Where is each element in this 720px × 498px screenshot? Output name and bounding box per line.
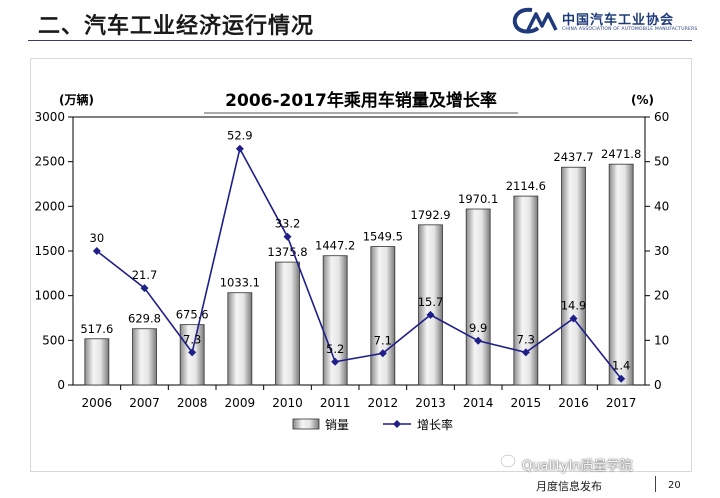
logo-text-en: CHINA ASSOCIATION OF AUTOMOBILE MANUFACT… — [562, 27, 698, 32]
x-axis-tick-label: 2009 — [225, 396, 256, 410]
growth-rate-line — [96, 146, 622, 380]
growth-rate-value-label: 33.2 — [275, 217, 301, 231]
chart: 2006-2017年乘用车销量及增长率 (万辆) (%) 05001000150… — [34, 90, 669, 432]
growth-rate-point — [92, 247, 101, 255]
caam-logo-mark-icon — [512, 7, 558, 34]
left-axis-tick-label: 2500 — [34, 155, 65, 169]
right-axis-tick-label: 0 — [654, 378, 662, 392]
sales-bar — [561, 166, 586, 386]
footer-divider — [655, 476, 656, 492]
legend-sales-label: 销量 — [325, 418, 349, 432]
growth-rate-value-label: 7.1 — [374, 333, 392, 347]
line-series: 30 21.7 7.3 52.9 33.2 5.2 7.1 15.7 9.9 7.3 14.9 1.4 — [90, 129, 630, 383]
chart-title: 2006-2017年乘用车销量及增长率 — [225, 90, 497, 111]
sales-bar-value-label: 1792.9 — [410, 208, 450, 222]
sales-bar-value-label: 1447.2 — [315, 239, 355, 253]
header-divider — [28, 40, 692, 41]
x-axis-tick-label: 2017 — [606, 396, 637, 410]
sales-bar — [370, 246, 396, 386]
sales-bar-value-label: 1033.1 — [220, 276, 260, 290]
legend-sales-swatch — [292, 418, 320, 430]
chart-legend: 销量 增长率 — [292, 417, 453, 432]
page-number: 20 — [668, 480, 681, 491]
right-axis-tick-label: 60 — [654, 110, 669, 124]
chart-axes: 0 500 1000 1500 2000 2500 3000 0 10 20 30 40 50 60 200… — [34, 110, 669, 410]
x-axis-tick-label: 2007 — [129, 396, 160, 410]
sales-bar — [418, 224, 443, 386]
caam-logo: 中国汽车工业协会 CHINA ASSOCIATION OF AUTOMOBILE… — [510, 6, 700, 38]
growth-rate-point — [331, 357, 340, 366]
growth-rate-point — [617, 374, 626, 383]
sales-bar — [465, 208, 491, 386]
growth-rate-value-label: 1.4 — [612, 359, 630, 373]
right-axis-unit-label: (%) — [631, 93, 654, 107]
growth-rate-value-label: 30 — [90, 231, 105, 245]
legend-growth-marker — [393, 420, 401, 428]
sales-bar-value-label: 2437.7 — [553, 150, 593, 164]
watermark-text: QualityIn质量学院 — [522, 459, 633, 474]
x-axis-tick-label: 2014 — [463, 396, 494, 410]
x-axis-tick-label: 2010 — [272, 396, 303, 410]
growth-rate-point — [474, 336, 483, 345]
chart-frame: 2006-2017年乘用车销量及增长率 (万辆) (%) 0 500 1000 150… — [30, 58, 692, 472]
left-axis-unit-label: (万辆) — [59, 92, 94, 107]
sales-bar — [84, 338, 110, 386]
sales-bar — [132, 328, 157, 386]
right-axis-tick-label: 50 — [654, 155, 669, 169]
growth-rate-value-label: 21.7 — [132, 268, 158, 282]
x-axis-tick-label: 2006 — [82, 396, 113, 410]
x-axis-tick-label: 2016 — [558, 396, 589, 410]
right-axis-tick-label: 30 — [654, 244, 669, 258]
growth-rate-value-label: 7.3 — [517, 332, 535, 346]
growth-rate-value-label: 5.2 — [326, 342, 344, 356]
sales-bar — [608, 163, 634, 386]
sales-bar-value-label: 2471.8 — [601, 147, 641, 161]
growth-rate-point — [426, 310, 435, 319]
sales-bar-value-label: 2114.6 — [506, 179, 546, 193]
sales-bar-value-label: 1970.1 — [458, 192, 498, 206]
bar-series: 517.6 629.8 675.6 1033.1 1375.8 1447.2 1549.5 1… — [80, 147, 641, 386]
header: 二、汽车工业经济运行情况 中国汽车工业协会 CHINA ASSOCIATION … — [0, 0, 720, 42]
sales-bar — [227, 292, 253, 386]
page-title: 二、汽车工业经济运行情况 — [38, 14, 315, 39]
x-axis-tick-label: 2013 — [415, 396, 446, 410]
left-axis-tick-label: 500 — [42, 333, 65, 347]
left-axis-tick-label: 0 — [57, 378, 65, 392]
growth-rate-value-label: 14.9 — [561, 298, 587, 312]
sales-bar-value-label: 1375.8 — [267, 245, 307, 259]
growth-rate-value-label: 52.9 — [227, 129, 253, 143]
right-axis-tick-label: 10 — [654, 333, 669, 347]
x-axis-tick-label: 2012 — [368, 396, 399, 410]
left-axis-tick-label: 3000 — [34, 110, 65, 124]
growth-rate-point — [521, 348, 530, 357]
wechat-watermark-icon — [500, 454, 520, 471]
left-axis-tick-label: 1000 — [34, 289, 65, 303]
growth-rate-value-label: 9.9 — [469, 321, 487, 335]
right-axis-tick-label: 40 — [654, 199, 669, 213]
growth-rate-point — [188, 348, 197, 357]
right-axis-tick-label: 20 — [654, 289, 669, 303]
growth-rate-point — [235, 144, 244, 153]
growth-rate-point — [569, 314, 578, 323]
left-axis-tick-label: 2000 — [34, 199, 65, 213]
footer-label: 月度信息发布 — [536, 480, 602, 493]
growth-rate-point — [378, 349, 387, 358]
sales-bar-value-label: 675.6 — [176, 308, 209, 322]
growth-rate-point — [140, 284, 149, 293]
sales-bar-value-label: 1549.5 — [363, 230, 403, 244]
growth-rate-value-label: 15.7 — [418, 295, 444, 309]
growth-rate-value-label: 7.3 — [183, 332, 201, 346]
sales-bar-value-label: 517.6 — [80, 322, 113, 336]
growth-rate-point — [283, 232, 292, 241]
legend-growth-label: 增长率 — [417, 417, 453, 432]
x-axis-tick-label: 2015 — [511, 396, 542, 410]
sales-bar — [275, 261, 300, 386]
x-axis-tick-label: 2011 — [320, 396, 351, 410]
sales-bar-value-label: 629.8 — [128, 312, 161, 326]
left-axis-tick-label: 1500 — [34, 244, 65, 258]
logo-text-cn: 中国汽车工业协会 — [562, 13, 675, 28]
x-axis-tick-label: 2008 — [177, 396, 208, 410]
sales-bar — [513, 195, 539, 386]
